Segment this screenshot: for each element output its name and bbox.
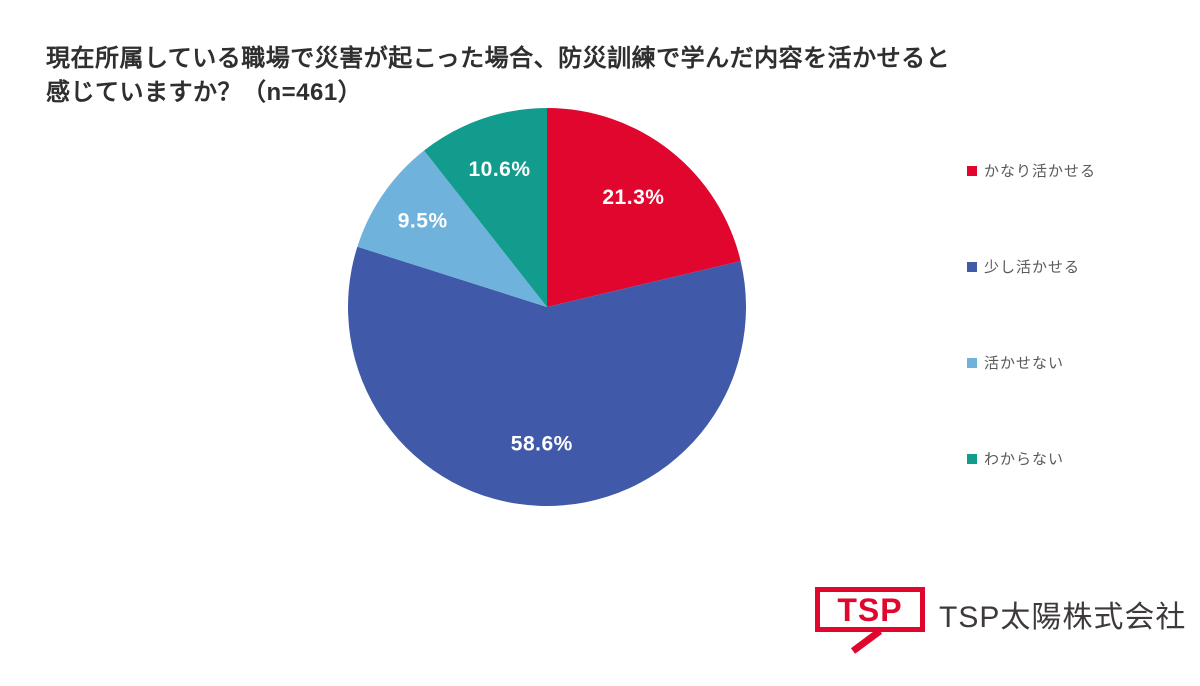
legend-swatch [967, 261, 977, 272]
logo-speech-bubble-tail [850, 628, 883, 654]
chart-title-line2: 感じていますか？（n=461） [46, 79, 363, 106]
legend-label: かなり活かせる [984, 163, 1097, 180]
legend-swatch [967, 165, 977, 176]
pie-slice-4 [424, 108, 547, 307]
legend-item-ikasenai: 活かせない [967, 352, 1096, 373]
legend-item-sukoshi: 少し活かせる [967, 256, 1096, 277]
company-name: TSP太陽株式会社 [939, 601, 1187, 634]
legend-item-wakaranai: わからない [967, 448, 1096, 469]
pie-value-label-3: 9.5% [398, 209, 448, 232]
logo-text: TSP [837, 592, 902, 628]
pie-value-label-2: 58.6% [511, 433, 573, 456]
chart-title: 現在所属している職場で災害が起こった場合、防災訓練で学んだ内容を活かせると 感じ… [46, 42, 950, 110]
legend-item-kanari: かなり活かせる [967, 160, 1096, 181]
legend-label: 活かせない [984, 355, 1065, 372]
pie-value-label-1: 21.3% [602, 186, 664, 209]
pie-slice-3 [357, 150, 547, 307]
chart-title-line1: 現在所属している職場で災害が起こった場合、防災訓練で学んだ内容を活かせると [46, 45, 951, 72]
legend-swatch [967, 453, 977, 464]
logo-speech-bubble-box [815, 587, 925, 632]
legend-label: 少し活かせる [984, 259, 1081, 276]
legend-label: わからない [984, 451, 1065, 468]
pie-chart: 21.3% 58.6% 9.5% 10.6% [348, 108, 746, 506]
tsp-logo: TSP [815, 587, 925, 654]
pie-slice-2 [348, 246, 746, 506]
legend-swatch [967, 357, 977, 368]
legend: かなり活かせる 少し活かせる 活かせない わからない [967, 160, 1096, 469]
pie-slice-1 [547, 108, 741, 307]
pie-value-label-4: 10.6% [468, 158, 530, 181]
